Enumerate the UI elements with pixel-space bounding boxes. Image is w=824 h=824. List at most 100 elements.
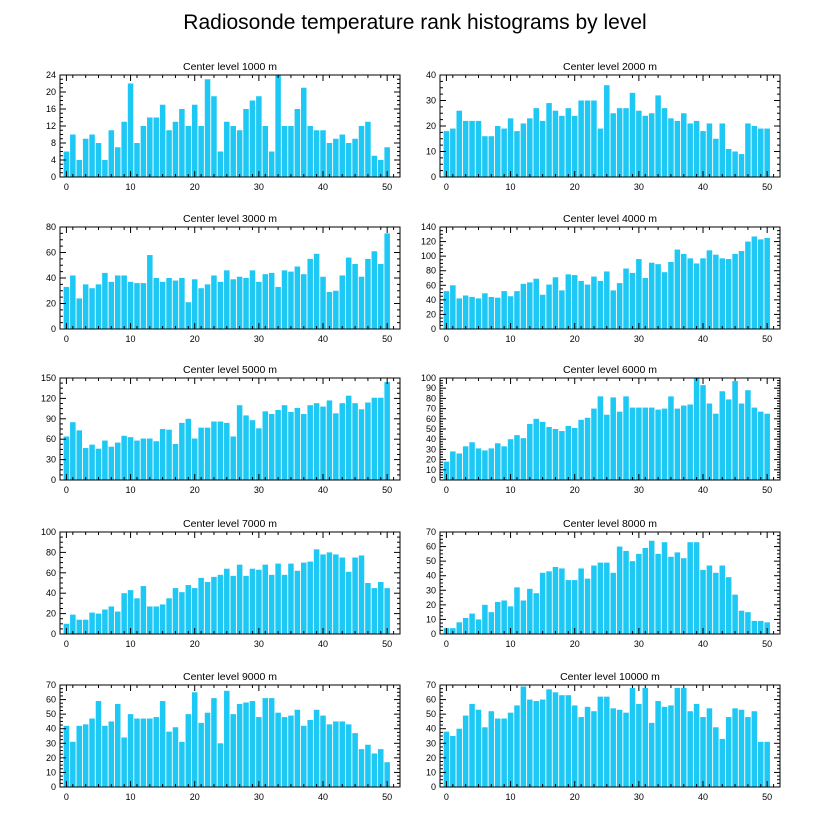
bar — [719, 391, 726, 480]
bar — [95, 613, 102, 634]
bar — [462, 446, 469, 480]
y-tick-label: 100 — [421, 251, 436, 261]
bar — [127, 590, 134, 634]
bar — [217, 574, 224, 634]
bar — [527, 282, 533, 329]
x-tick-label: 20 — [190, 639, 200, 649]
bar — [114, 147, 121, 177]
y-tick-label: 40 — [426, 434, 436, 444]
bar — [604, 562, 610, 634]
bar — [488, 448, 495, 480]
bar — [191, 438, 198, 480]
bar — [738, 154, 745, 177]
x-tick-label: 10 — [126, 792, 136, 802]
bar — [384, 762, 390, 787]
bar — [63, 151, 70, 177]
y-tick-label: 100 — [421, 373, 436, 383]
bar — [751, 236, 758, 329]
bar — [147, 718, 153, 787]
bar — [681, 558, 687, 634]
bar — [326, 552, 333, 634]
panel-title: Center level 6000 m — [563, 364, 657, 376]
bar — [82, 619, 89, 634]
bar — [494, 601, 501, 634]
bar — [326, 292, 333, 329]
bar — [616, 546, 623, 634]
bar — [571, 705, 578, 787]
bar — [674, 408, 681, 480]
bar — [320, 130, 326, 177]
bar — [191, 279, 198, 329]
bar — [552, 429, 559, 480]
bar — [339, 275, 346, 329]
bar — [706, 565, 713, 634]
bar — [456, 110, 463, 177]
bar — [384, 233, 390, 329]
bar — [301, 414, 307, 480]
bar — [450, 736, 456, 787]
bar — [224, 121, 230, 177]
bar — [475, 298, 482, 329]
bar — [578, 280, 584, 329]
bar — [185, 585, 192, 634]
x-tick-label: 40 — [698, 792, 708, 802]
bar — [114, 611, 121, 634]
bar — [114, 703, 121, 787]
bar — [371, 397, 378, 480]
y-tick-label: 0 — [431, 782, 436, 792]
bar — [578, 568, 584, 634]
bar — [591, 711, 597, 787]
bar — [584, 284, 591, 329]
bar — [108, 606, 115, 634]
bar — [629, 561, 636, 634]
bar — [249, 568, 256, 634]
bar — [578, 419, 584, 480]
y-tick-label: 0 — [431, 324, 436, 334]
x-tick-label: 0 — [64, 182, 69, 192]
bar — [475, 709, 482, 787]
bar — [757, 620, 764, 634]
bar — [450, 451, 456, 480]
y-tick-label: 24 — [46, 70, 56, 80]
bar — [668, 556, 674, 634]
bar — [82, 138, 89, 177]
bar — [243, 278, 249, 329]
x-tick-label: 0 — [444, 334, 449, 344]
bar — [571, 275, 578, 329]
bar — [738, 251, 745, 329]
bar — [623, 712, 629, 787]
y-tick-label: 120 — [41, 393, 56, 403]
bar — [559, 431, 565, 480]
bar — [591, 276, 597, 329]
bar — [166, 731, 172, 787]
bar — [82, 284, 89, 329]
bar — [674, 249, 681, 329]
bar — [482, 293, 488, 329]
panel: Center level 8000 m 0 10 20 30 40 50 60 70 0 10 20 3… — [426, 518, 781, 649]
bar — [191, 588, 198, 634]
bar — [345, 257, 352, 329]
bar — [552, 110, 559, 177]
x-tick-label: 40 — [698, 485, 708, 495]
bar — [757, 411, 764, 480]
bar — [462, 617, 469, 634]
bar — [153, 606, 159, 634]
bar — [345, 143, 352, 177]
bar — [482, 450, 488, 480]
y-tick-label: 60 — [426, 414, 436, 424]
bar — [520, 123, 527, 177]
bar — [172, 588, 179, 634]
bar — [211, 275, 217, 329]
x-tick-label: 10 — [506, 182, 516, 192]
bar — [636, 259, 642, 329]
x-tick-label: 20 — [570, 182, 580, 192]
bar — [469, 703, 475, 787]
bar — [217, 421, 224, 480]
bar — [211, 576, 217, 634]
bar — [450, 128, 456, 177]
bar — [249, 100, 256, 177]
bar — [307, 719, 313, 787]
bar — [224, 568, 230, 634]
bar — [63, 725, 70, 787]
